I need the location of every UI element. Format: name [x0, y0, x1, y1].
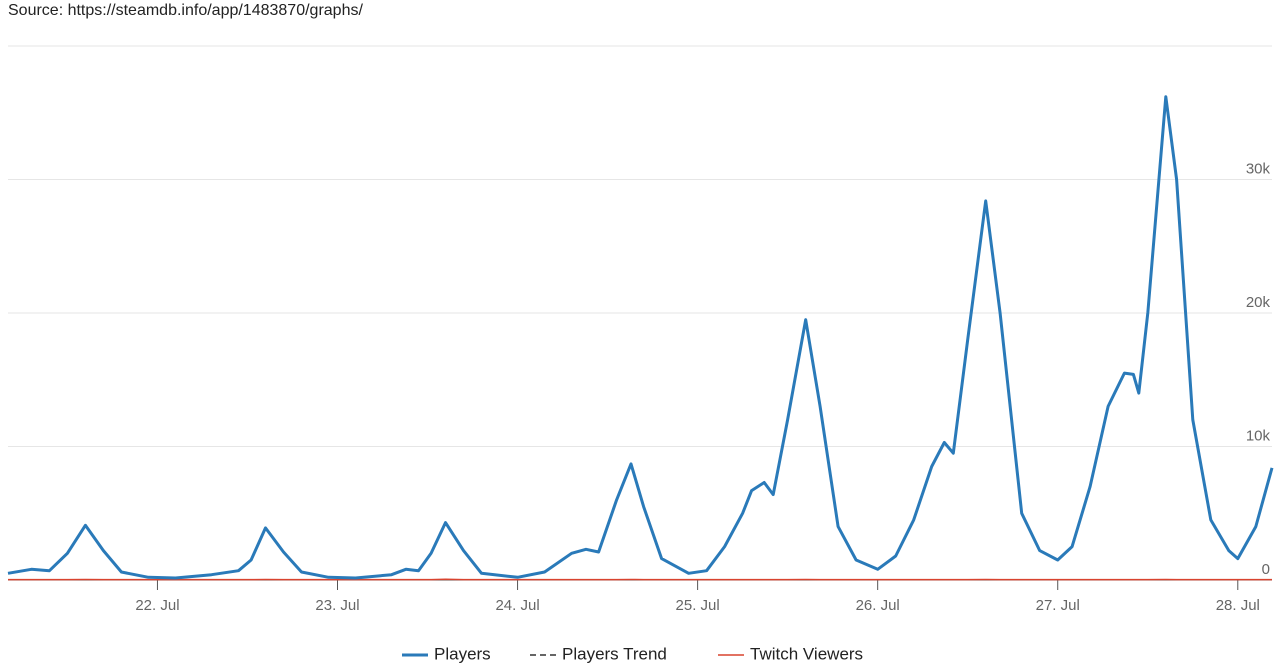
- y-tick-label: 10k: [1246, 427, 1271, 444]
- x-tick-label: 27. Jul: [1036, 597, 1080, 614]
- x-tick-label: 26. Jul: [856, 597, 900, 614]
- legend-label: Players Trend: [562, 644, 667, 663]
- legend-label: Twitch Viewers: [750, 644, 863, 663]
- y-tick-label: 30k: [1246, 160, 1271, 177]
- series-line: [7, 95, 1274, 580]
- chart-title: Source: https://steamdb.info/app/1483870…: [8, 2, 363, 19]
- x-tick-label: 25. Jul: [676, 597, 720, 614]
- x-tick-label: 24. Jul: [495, 597, 539, 614]
- legend-label: Players: [434, 644, 491, 663]
- x-tick-label: 23. Jul: [315, 597, 359, 614]
- y-tick-label: 0: [1262, 561, 1270, 578]
- x-tick-label: 28. Jul: [1216, 597, 1260, 614]
- x-tick-label: 22. Jul: [135, 597, 179, 614]
- y-tick-label: 20k: [1246, 294, 1271, 311]
